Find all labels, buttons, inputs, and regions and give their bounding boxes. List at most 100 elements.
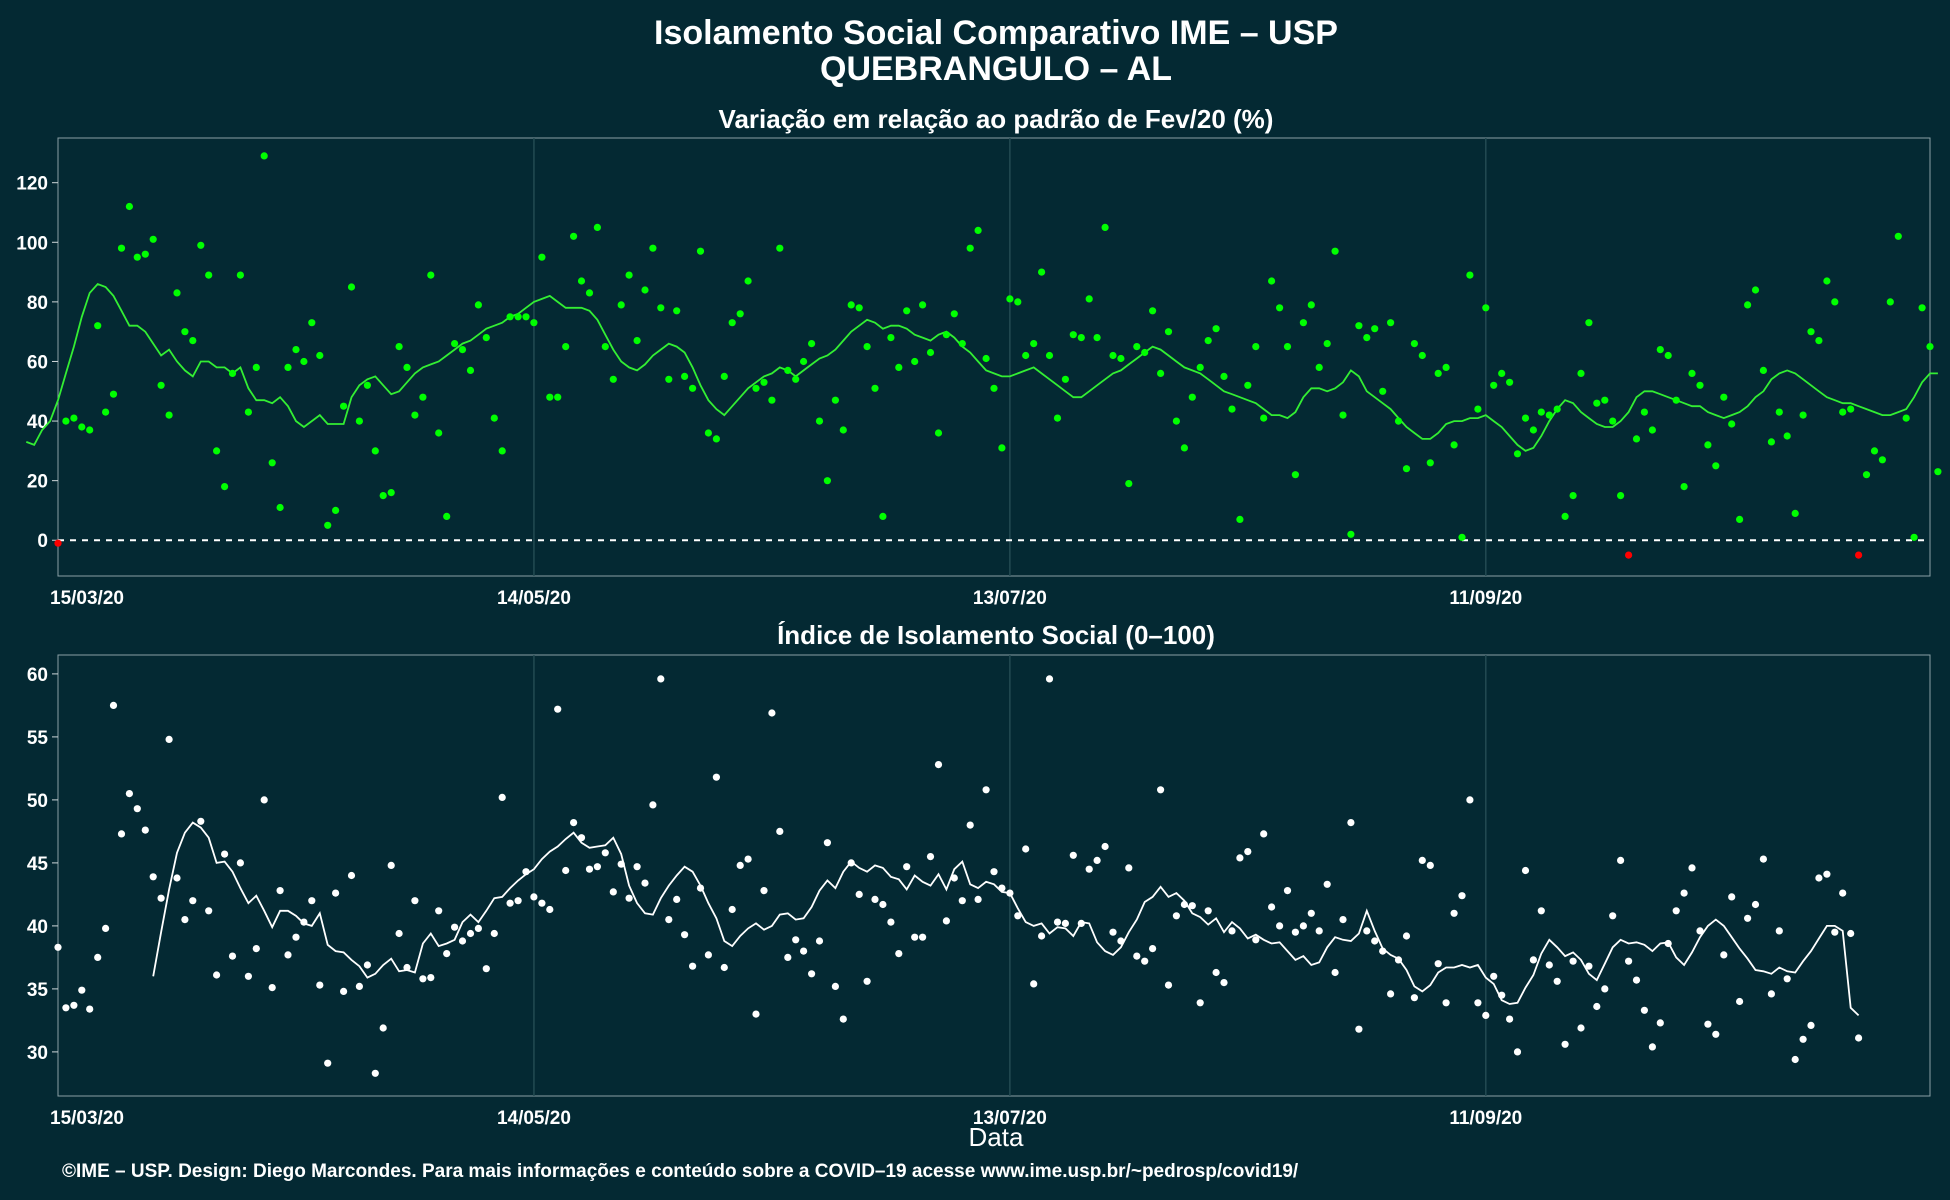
data-point bbox=[1236, 854, 1244, 862]
data-point bbox=[1164, 328, 1173, 336]
data-point bbox=[776, 827, 784, 836]
data-point bbox=[70, 414, 78, 422]
data-point bbox=[1561, 512, 1569, 521]
data-point bbox=[1442, 363, 1450, 371]
data-point bbox=[1537, 907, 1545, 915]
data-point bbox=[823, 839, 832, 847]
data-point bbox=[1744, 914, 1752, 922]
data-point bbox=[1283, 887, 1292, 895]
data-point bbox=[1577, 369, 1585, 377]
y-tick-label: 55 bbox=[27, 728, 49, 749]
data-point bbox=[355, 982, 363, 991]
data-point bbox=[1387, 990, 1395, 998]
data-point bbox=[1894, 232, 1902, 240]
data-point bbox=[70, 1001, 78, 1009]
data-point bbox=[1632, 976, 1641, 984]
data-point bbox=[1045, 351, 1054, 360]
data-point bbox=[1553, 977, 1561, 985]
data-point bbox=[1212, 325, 1220, 333]
data-point bbox=[228, 369, 237, 377]
data-point bbox=[641, 879, 649, 887]
data-point bbox=[1482, 1011, 1490, 1020]
data-point bbox=[1450, 909, 1458, 917]
data-point bbox=[1862, 471, 1871, 479]
data-point bbox=[1418, 856, 1426, 865]
data-point bbox=[1228, 405, 1236, 413]
data-point bbox=[815, 937, 824, 945]
data-point bbox=[570, 232, 578, 240]
data-point bbox=[451, 923, 459, 931]
data-point bbox=[617, 860, 625, 868]
data-point bbox=[1307, 301, 1315, 309]
data-point bbox=[855, 890, 863, 899]
moving-average-line bbox=[25, 282, 1938, 452]
data-point bbox=[435, 907, 443, 915]
data-point bbox=[324, 1059, 332, 1067]
data-point bbox=[728, 905, 736, 914]
data-point bbox=[379, 1024, 387, 1032]
data-point bbox=[1030, 340, 1038, 348]
data-point bbox=[1823, 870, 1831, 878]
data-point bbox=[482, 965, 490, 973]
data-point bbox=[593, 223, 602, 231]
data-point bbox=[847, 859, 855, 867]
data-point bbox=[1506, 1015, 1514, 1023]
data-point bbox=[1371, 937, 1379, 945]
chart-title-line2: QUEBRANGULO – AL bbox=[820, 50, 1172, 88]
data-point bbox=[1077, 919, 1085, 928]
data-point bbox=[387, 861, 395, 870]
data-point bbox=[1061, 919, 1069, 928]
data-point bbox=[1656, 1019, 1664, 1027]
data-point bbox=[577, 277, 586, 285]
data-point bbox=[1149, 945, 1157, 953]
data-point bbox=[244, 408, 252, 416]
data-point bbox=[149, 235, 157, 243]
data-point bbox=[839, 1015, 847, 1023]
data-point bbox=[839, 426, 847, 434]
data-point bbox=[419, 393, 427, 401]
data-point bbox=[1625, 957, 1633, 965]
data-point bbox=[1260, 830, 1268, 838]
data-point bbox=[332, 506, 340, 514]
data-point bbox=[181, 916, 189, 924]
data-point bbox=[863, 977, 871, 985]
data-point bbox=[1593, 399, 1601, 407]
data-point bbox=[205, 271, 213, 279]
data-point bbox=[427, 271, 435, 279]
data-point bbox=[1696, 927, 1704, 935]
data-point bbox=[1807, 1021, 1815, 1029]
data-point bbox=[1474, 405, 1482, 413]
data-point bbox=[1109, 351, 1117, 360]
data-point bbox=[1244, 381, 1252, 389]
data-point bbox=[458, 346, 467, 354]
data-point bbox=[1157, 369, 1165, 377]
data-point bbox=[1347, 819, 1355, 827]
data-point bbox=[102, 924, 110, 933]
data-point bbox=[704, 951, 713, 959]
data-point bbox=[570, 819, 578, 827]
data-point bbox=[649, 801, 657, 809]
data-point bbox=[879, 512, 887, 521]
data-point bbox=[562, 343, 570, 351]
data-point bbox=[911, 933, 919, 941]
data-point bbox=[292, 933, 300, 941]
data-point bbox=[1926, 343, 1934, 351]
data-point bbox=[1014, 912, 1022, 920]
data-point bbox=[728, 319, 736, 327]
data-point bbox=[1823, 277, 1831, 285]
data-point bbox=[62, 417, 70, 425]
data-point bbox=[1648, 426, 1656, 434]
data-point bbox=[125, 790, 133, 798]
data-point bbox=[1394, 417, 1403, 425]
data-point bbox=[1585, 319, 1593, 327]
data-point bbox=[966, 821, 974, 829]
data-point bbox=[696, 884, 705, 892]
data-point bbox=[546, 393, 554, 401]
data-point bbox=[1783, 975, 1791, 983]
chart-title-line1: Isolamento Social Comparativo IME – USP bbox=[654, 14, 1338, 52]
data-point bbox=[863, 343, 871, 351]
data-point bbox=[1625, 551, 1633, 559]
data-point bbox=[141, 250, 149, 258]
data-point bbox=[514, 897, 522, 905]
data-point bbox=[974, 895, 982, 904]
